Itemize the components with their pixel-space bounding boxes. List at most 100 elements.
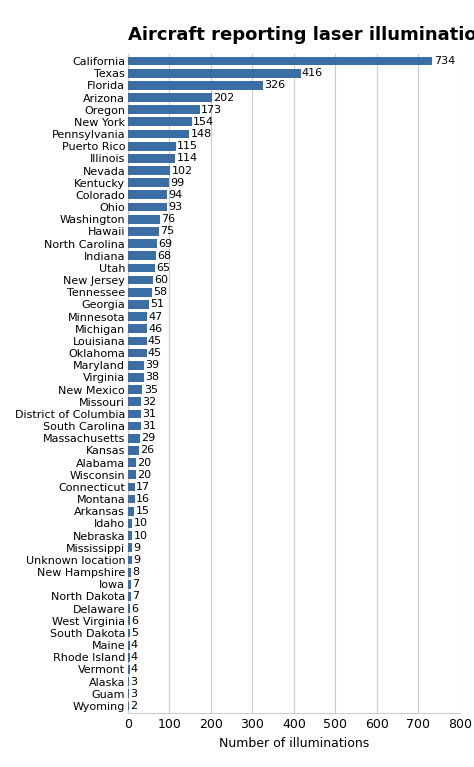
Text: 7: 7 <box>132 579 139 589</box>
Bar <box>128 640 130 650</box>
Bar <box>128 288 152 297</box>
Bar <box>128 337 146 345</box>
Bar <box>128 495 135 503</box>
Text: 68: 68 <box>157 251 172 261</box>
Text: 202: 202 <box>213 93 234 103</box>
Bar <box>128 227 159 235</box>
Text: 115: 115 <box>177 141 198 151</box>
Bar <box>128 178 169 187</box>
X-axis label: Number of illuminations: Number of illuminations <box>219 737 369 749</box>
Bar <box>128 519 132 528</box>
Text: 114: 114 <box>176 153 198 163</box>
Text: 7: 7 <box>132 591 139 601</box>
Bar <box>128 397 141 407</box>
Text: 20: 20 <box>137 458 152 468</box>
Bar <box>128 312 147 321</box>
Text: 47: 47 <box>149 311 163 321</box>
Text: 94: 94 <box>168 190 182 200</box>
Bar <box>128 604 130 613</box>
Bar <box>128 300 149 309</box>
Text: 32: 32 <box>143 397 156 407</box>
Text: 51: 51 <box>150 299 164 309</box>
Bar <box>128 130 189 138</box>
Bar <box>128 190 167 199</box>
Text: 734: 734 <box>434 56 455 66</box>
Text: 5: 5 <box>131 628 138 638</box>
Text: 4: 4 <box>131 664 138 674</box>
Bar <box>128 69 301 77</box>
Text: 8: 8 <box>133 567 140 577</box>
Bar <box>128 202 166 212</box>
Text: 148: 148 <box>191 129 212 139</box>
Text: 9: 9 <box>133 555 140 565</box>
Text: 4: 4 <box>131 640 138 650</box>
Text: 6: 6 <box>132 604 139 614</box>
Bar <box>128 507 134 515</box>
Text: 46: 46 <box>148 324 163 334</box>
Text: 4: 4 <box>131 652 138 663</box>
Bar <box>128 324 147 333</box>
Bar <box>128 677 129 686</box>
Bar <box>128 275 153 285</box>
Text: 26: 26 <box>140 446 154 456</box>
Bar <box>128 653 130 662</box>
Text: 154: 154 <box>193 117 214 127</box>
Text: 102: 102 <box>172 166 192 176</box>
Text: 35: 35 <box>144 384 158 394</box>
Text: 17: 17 <box>137 482 150 492</box>
Bar <box>128 117 192 127</box>
Text: 173: 173 <box>201 104 222 115</box>
Text: 15: 15 <box>136 506 149 516</box>
Bar <box>128 592 131 601</box>
Text: 76: 76 <box>161 214 175 224</box>
Bar <box>128 215 159 224</box>
Text: Aircraft reporting laser illuminations to FAA, 2013, by state: Aircraft reporting laser illuminations t… <box>128 26 474 44</box>
Text: 93: 93 <box>168 202 182 212</box>
Bar <box>128 166 170 175</box>
Text: 10: 10 <box>133 518 147 528</box>
Text: 58: 58 <box>153 287 167 298</box>
Text: 326: 326 <box>264 81 285 91</box>
Text: 75: 75 <box>160 226 174 236</box>
Bar <box>128 142 176 150</box>
Bar <box>128 105 200 114</box>
Text: 45: 45 <box>148 348 162 358</box>
Text: 10: 10 <box>133 531 147 541</box>
Bar <box>128 665 130 674</box>
Text: 2: 2 <box>130 701 137 711</box>
Bar <box>128 568 131 577</box>
Bar <box>128 422 141 430</box>
Bar <box>128 154 175 163</box>
Bar <box>128 543 132 552</box>
Bar <box>128 617 130 625</box>
Text: 416: 416 <box>302 68 323 78</box>
Bar <box>128 57 432 65</box>
Text: 39: 39 <box>146 360 160 370</box>
Bar <box>128 434 140 443</box>
Text: 3: 3 <box>130 676 137 686</box>
Text: 16: 16 <box>136 494 150 504</box>
Bar <box>128 458 137 467</box>
Bar <box>128 555 132 565</box>
Bar <box>128 373 144 382</box>
Bar <box>128 385 143 394</box>
Text: 6: 6 <box>132 616 139 626</box>
Bar <box>128 410 141 418</box>
Text: 31: 31 <box>142 421 156 431</box>
Bar <box>128 81 263 90</box>
Bar <box>128 690 129 698</box>
Text: 60: 60 <box>154 275 168 285</box>
Text: 65: 65 <box>156 263 170 273</box>
Text: 29: 29 <box>141 433 155 443</box>
Bar <box>128 264 155 272</box>
Bar <box>128 446 139 455</box>
Bar <box>128 482 135 492</box>
Text: 38: 38 <box>145 373 159 383</box>
Bar <box>128 629 130 637</box>
Bar <box>128 349 146 357</box>
Bar <box>128 470 137 479</box>
Bar <box>128 252 156 260</box>
Text: 99: 99 <box>170 178 184 188</box>
Text: 31: 31 <box>142 409 156 419</box>
Bar <box>128 360 144 370</box>
